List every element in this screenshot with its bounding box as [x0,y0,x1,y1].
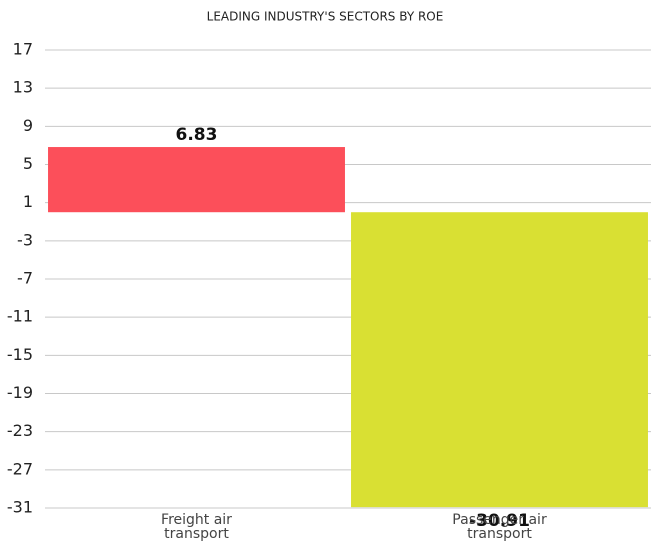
y-tick-label: 5 [23,154,33,173]
y-tick-label: -11 [7,307,33,326]
y-tick-label: -7 [17,269,33,288]
y-tick-label: -3 [17,230,33,249]
bar [48,147,345,213]
x-tick-label: Passenger air transport [452,512,547,542]
y-tick-label: -19 [7,383,33,402]
x-tick-label: Freight air transport [161,512,232,542]
y-tick-label: -27 [7,459,33,478]
chart-title: LEADING INDUSTRY'S SECTORS BY ROE [207,10,444,24]
y-tick-label: 13 [13,78,33,97]
value-label: 6.83 [176,125,218,145]
y-tick-label: -15 [7,345,33,364]
y-tick-label: 17 [13,40,33,59]
y-tick-label: -23 [7,421,33,440]
bar [351,212,648,508]
y-tick-label: 9 [23,116,33,135]
y-tick-label: 1 [23,192,33,211]
y-tick-label: -31 [7,498,33,517]
value-label: -30.91 [469,511,530,531]
